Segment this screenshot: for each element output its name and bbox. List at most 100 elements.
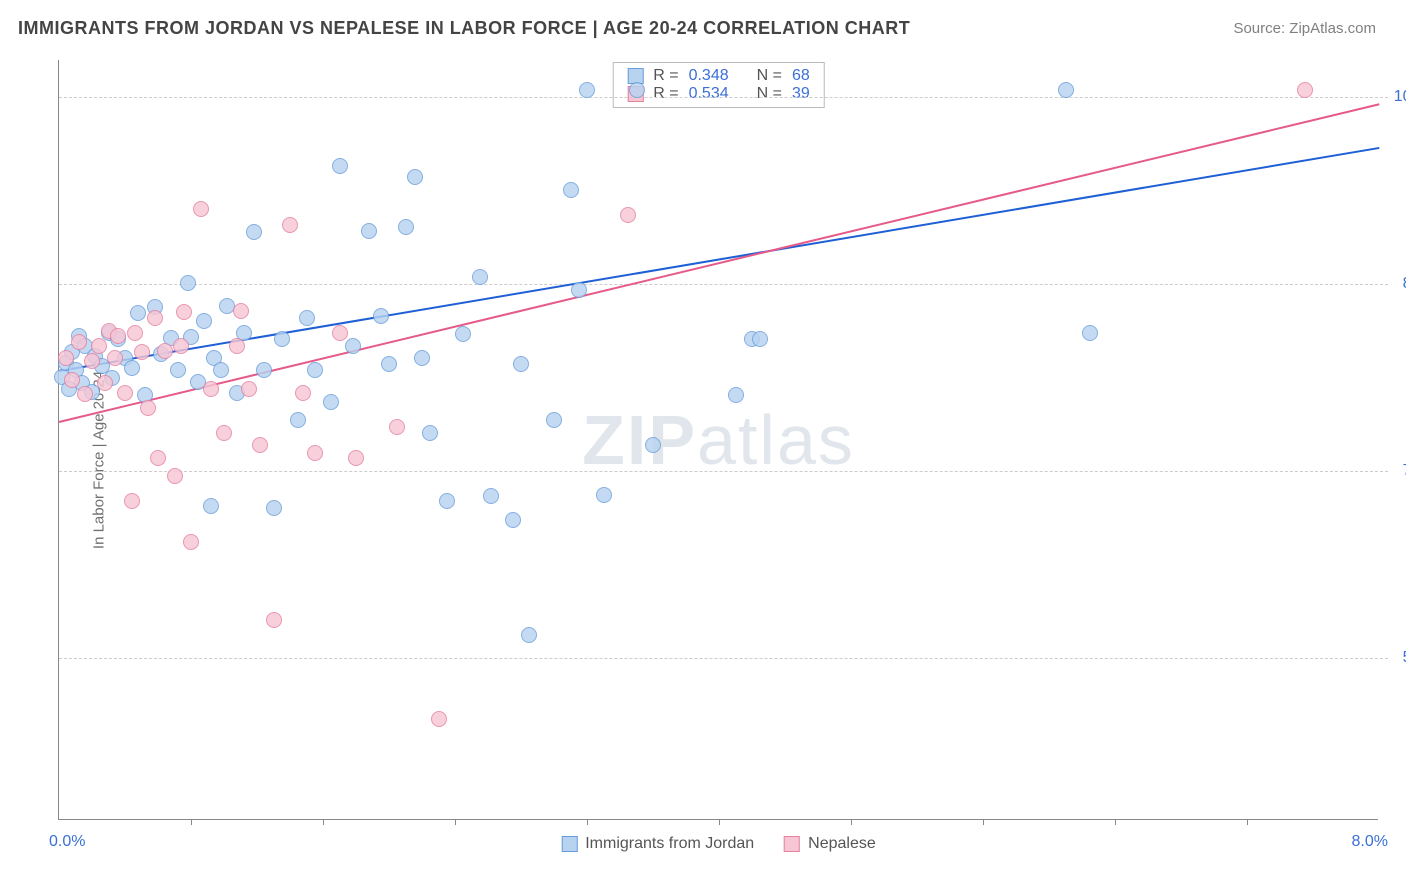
data-point-nepalese — [84, 353, 100, 369]
legend-item-nepalese: Nepalese — [784, 835, 876, 853]
data-point-jordan — [130, 305, 146, 321]
data-point-nepalese — [97, 375, 113, 391]
data-point-jordan — [596, 487, 612, 503]
data-point-jordan — [1082, 325, 1098, 341]
legend-swatch-nepalese — [784, 836, 800, 852]
data-point-jordan — [381, 356, 397, 372]
data-point-jordan — [345, 338, 361, 354]
data-point-jordan — [563, 182, 579, 198]
data-point-jordan — [752, 331, 768, 347]
data-point-jordan — [323, 394, 339, 410]
correlation-legend: R =0.348N =68R =0.534N =39 — [612, 62, 825, 108]
data-point-nepalese — [110, 328, 126, 344]
y-tick-label: 100.0% — [1388, 88, 1406, 106]
data-point-jordan — [629, 82, 645, 98]
x-tick — [719, 819, 720, 825]
series-legend: Immigrants from Jordan Nepalese — [561, 835, 876, 853]
data-point-jordan — [213, 362, 229, 378]
data-point-jordan — [728, 387, 744, 403]
watermark: ZIPatlas — [582, 400, 855, 480]
y-tick-label: 85.0% — [1388, 275, 1406, 293]
data-point-nepalese — [389, 419, 405, 435]
data-point-jordan — [170, 362, 186, 378]
data-point-jordan — [472, 269, 488, 285]
chart-title: IMMIGRANTS FROM JORDAN VS NEPALESE IN LA… — [18, 18, 910, 39]
gridline — [59, 658, 1388, 659]
data-point-nepalese — [107, 350, 123, 366]
x-axis-min-label: 0.0% — [49, 833, 85, 851]
gridline — [59, 471, 1388, 472]
data-point-nepalese — [157, 343, 173, 359]
data-point-nepalese — [91, 338, 107, 354]
data-point-nepalese — [1297, 82, 1313, 98]
x-tick — [983, 819, 984, 825]
x-tick — [851, 819, 852, 825]
data-point-jordan — [124, 360, 140, 376]
data-point-nepalese — [147, 310, 163, 326]
data-point-jordan — [180, 275, 196, 291]
data-point-nepalese — [71, 334, 87, 350]
data-point-jordan — [414, 350, 430, 366]
r-label: R = — [653, 85, 678, 103]
source-attribution: Source: ZipAtlas.com — [1233, 20, 1376, 37]
data-point-jordan — [513, 356, 529, 372]
data-point-jordan — [266, 500, 282, 516]
n-value: 68 — [792, 67, 810, 85]
legend-swatch-jordan — [561, 836, 577, 852]
data-point-nepalese — [58, 350, 74, 366]
data-point-jordan — [299, 310, 315, 326]
gridline — [59, 284, 1388, 285]
data-point-jordan — [196, 313, 212, 329]
data-point-nepalese — [134, 344, 150, 360]
data-point-jordan — [505, 512, 521, 528]
data-point-nepalese — [117, 385, 133, 401]
data-point-nepalese — [203, 381, 219, 397]
r-label: R = — [653, 67, 678, 85]
data-point-nepalese — [127, 325, 143, 341]
y-tick-label: 70.0% — [1388, 462, 1406, 480]
n-label: N = — [757, 85, 782, 103]
data-point-jordan — [332, 158, 348, 174]
x-tick — [1247, 819, 1248, 825]
legend-row-jordan: R = 0.348 N = 68 — [627, 67, 810, 85]
n-label: N = — [757, 67, 782, 85]
data-point-jordan — [439, 493, 455, 509]
data-point-nepalese — [176, 304, 192, 320]
data-point-nepalese — [348, 450, 364, 466]
data-point-jordan — [203, 498, 219, 514]
data-point-jordan — [422, 425, 438, 441]
data-point-jordan — [455, 326, 471, 342]
y-tick-label: 55.0% — [1388, 649, 1406, 667]
data-point-jordan — [373, 308, 389, 324]
data-point-nepalese — [295, 385, 311, 401]
data-point-jordan — [361, 223, 377, 239]
legend-item-jordan: Immigrants from Jordan — [561, 835, 754, 853]
data-point-nepalese — [620, 207, 636, 223]
data-point-nepalese — [229, 338, 245, 354]
x-tick — [1115, 819, 1116, 825]
data-point-jordan — [398, 219, 414, 235]
legend-row-nepalese: R =0.534N =39 — [627, 85, 810, 103]
data-point-jordan — [274, 331, 290, 347]
data-point-jordan — [546, 412, 562, 428]
x-axis-max-label: 8.0% — [1352, 833, 1388, 851]
data-point-nepalese — [252, 437, 268, 453]
data-point-jordan — [521, 627, 537, 643]
r-value: 0.534 — [689, 85, 729, 103]
data-point-jordan — [307, 362, 323, 378]
data-point-nepalese — [77, 386, 93, 402]
data-point-jordan — [256, 362, 272, 378]
data-point-nepalese — [233, 303, 249, 319]
data-point-nepalese — [282, 217, 298, 233]
x-tick — [455, 819, 456, 825]
data-point-jordan — [483, 488, 499, 504]
gridline — [59, 97, 1388, 98]
data-point-jordan — [571, 282, 587, 298]
data-point-jordan — [1058, 82, 1074, 98]
x-tick — [323, 819, 324, 825]
data-point-nepalese — [266, 612, 282, 628]
x-tick — [587, 819, 588, 825]
r-value: 0.348 — [689, 67, 729, 85]
data-point-nepalese — [241, 381, 257, 397]
plot-area: ZIPatlas 0.0% 8.0% R =0.348N =68R =0.534… — [58, 60, 1378, 820]
